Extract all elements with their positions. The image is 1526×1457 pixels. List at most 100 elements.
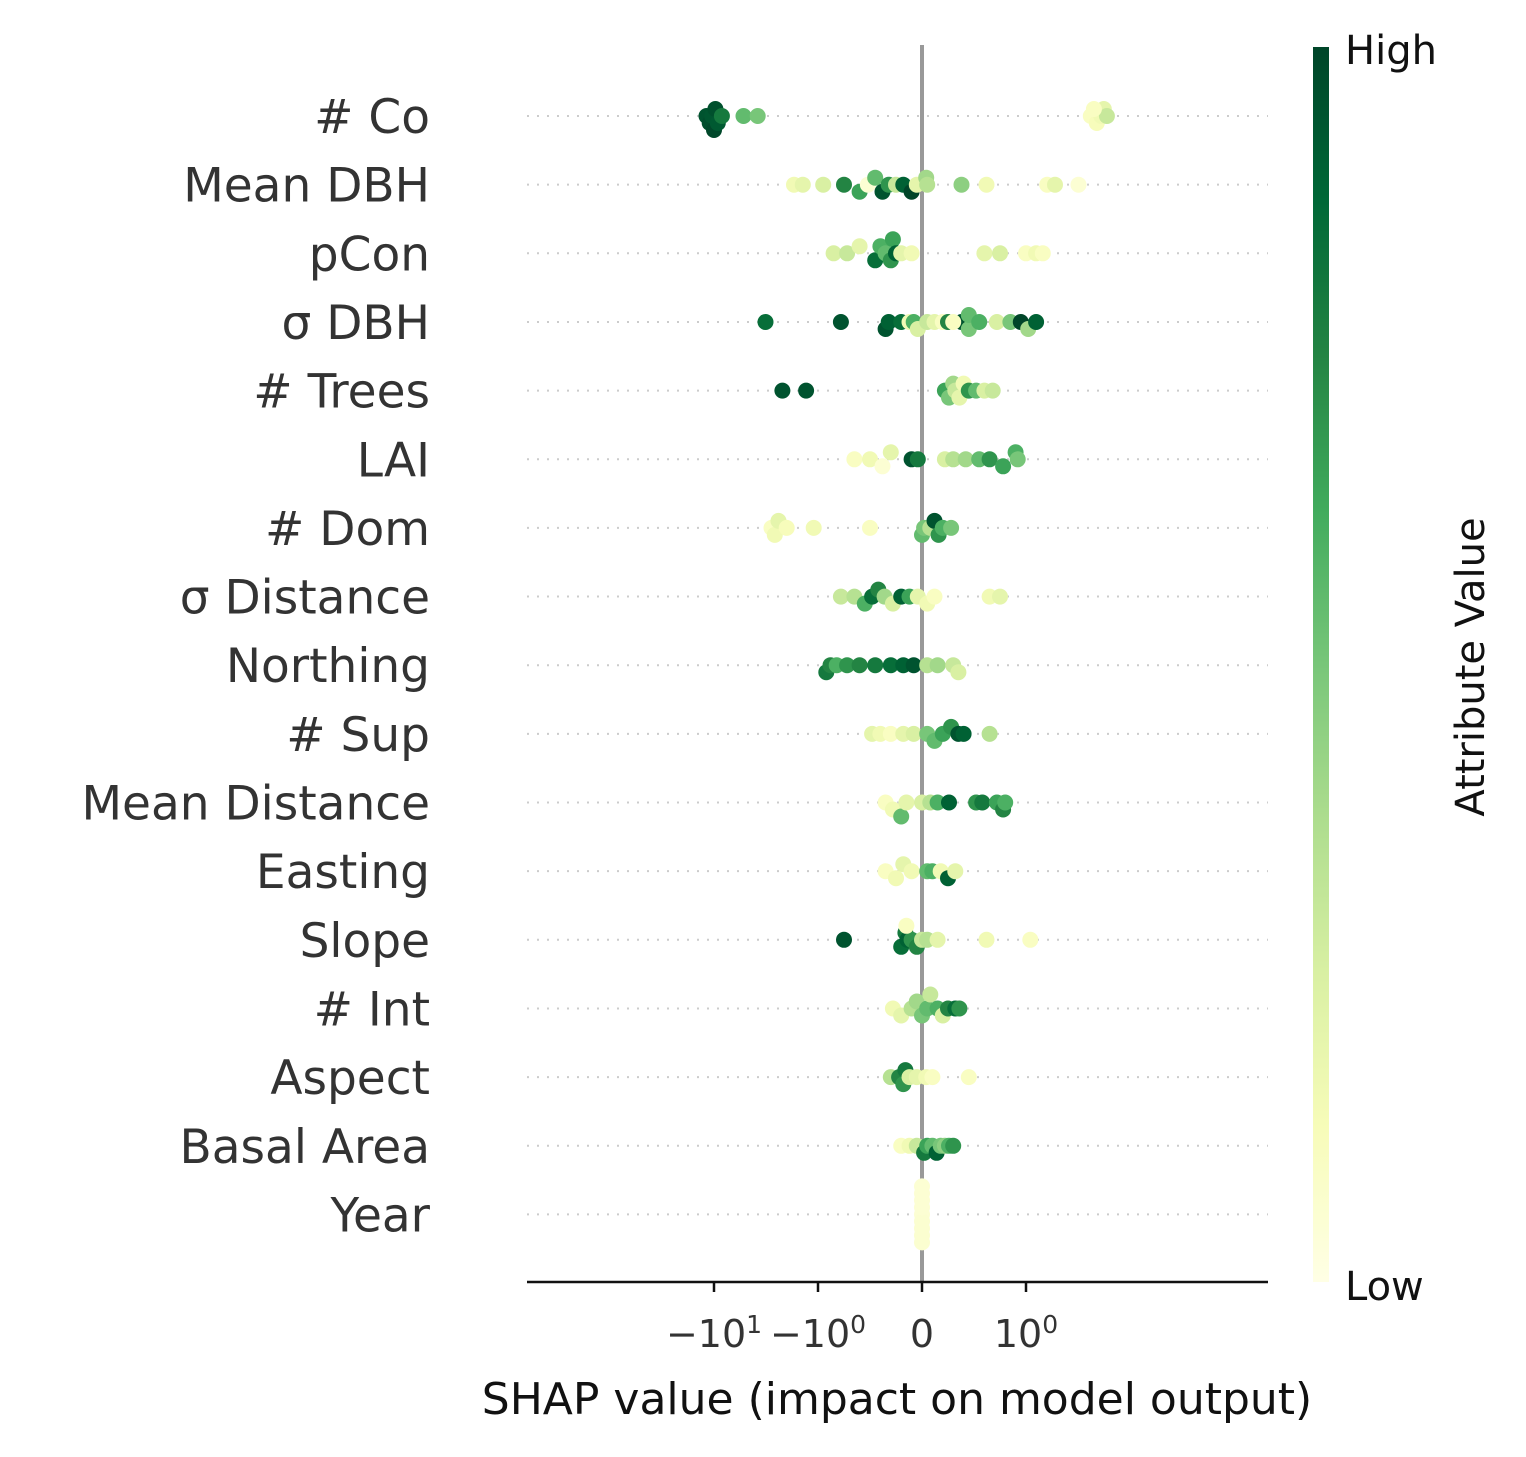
shap-point <box>943 519 960 536</box>
feature-label: Northing <box>226 639 430 694</box>
shap-point <box>976 245 993 262</box>
feature-label: Easting <box>256 845 430 900</box>
shap-point <box>898 794 915 811</box>
shap-point <box>1085 101 1102 117</box>
shap-point <box>903 245 920 262</box>
shap-point <box>749 108 766 124</box>
shap-point <box>951 1000 968 1017</box>
shap-point <box>922 986 939 1003</box>
shap-point <box>929 794 946 811</box>
shap-point <box>862 451 878 468</box>
shap-point <box>867 657 884 674</box>
shap-point <box>945 451 962 468</box>
shap-point <box>905 725 922 742</box>
shap-point <box>957 451 974 468</box>
shap-point <box>914 1234 930 1251</box>
feature-label: Aspect <box>270 1051 430 1106</box>
colorbar-low-label: Low <box>1345 1264 1424 1310</box>
colorbar <box>1313 47 1329 1282</box>
shap-point <box>992 245 1008 262</box>
shap-point <box>794 176 811 193</box>
shap-point <box>914 1178 930 1195</box>
shap-points <box>698 101 1115 1251</box>
x-tick-label: 0 <box>910 1312 934 1356</box>
shap-point <box>713 108 730 124</box>
shap-point <box>882 725 899 742</box>
shap-point <box>839 657 856 674</box>
shap-point <box>903 863 920 880</box>
x-axis-ticks: −101 −100 0 100 <box>666 1282 1058 1356</box>
feature-label: Mean DBH <box>183 159 430 214</box>
feature-label: # Dom <box>265 502 430 557</box>
feature-label: # Trees <box>253 365 430 420</box>
shap-point <box>846 451 863 468</box>
colorbar-title: Attribute Value <box>1448 517 1494 816</box>
feature-label: Slope <box>300 914 430 969</box>
shap-point <box>981 451 998 468</box>
x-tick-label: −101 <box>666 1310 762 1356</box>
shap-point <box>929 931 946 948</box>
shap-point <box>1047 176 1063 193</box>
shap-point <box>874 458 891 475</box>
x-tick-label: −100 <box>770 1310 866 1356</box>
shap-point <box>815 176 832 193</box>
feature-label: # Sup <box>286 708 430 763</box>
shap-point <box>1098 108 1115 124</box>
shap-point <box>974 794 991 811</box>
shap-point <box>984 382 1001 399</box>
shap-point <box>919 176 936 193</box>
feature-label: Basal Area <box>180 1120 431 1175</box>
shap-point <box>774 382 791 399</box>
shap-point <box>924 1069 941 1086</box>
shap-point <box>941 794 957 811</box>
shap-point <box>851 657 868 674</box>
shap-point <box>888 870 904 887</box>
shap-point <box>926 588 943 605</box>
feature-label: # Int <box>314 982 430 1037</box>
shap-point <box>947 863 964 880</box>
shap-point <box>882 444 899 461</box>
shap-point <box>981 725 998 742</box>
shap-point <box>880 314 897 330</box>
shap-point <box>735 108 752 124</box>
shap-point <box>832 314 849 330</box>
shap-point <box>862 519 878 536</box>
shap-point <box>757 314 774 330</box>
shap-point <box>798 382 815 399</box>
shap-point <box>905 657 922 674</box>
shap-point <box>929 657 946 674</box>
feature-label: LAI <box>357 433 430 488</box>
shap-point <box>988 314 1005 330</box>
feature-label: Year <box>329 1188 430 1243</box>
shap-point <box>836 931 852 948</box>
shap-point <box>867 169 884 186</box>
shap-point <box>836 176 852 193</box>
shap-point <box>778 519 795 536</box>
feature-label: σ Distance <box>180 571 430 626</box>
x-tick-label: 100 <box>994 1310 1058 1356</box>
shap-point <box>893 808 910 825</box>
shap-point <box>882 657 899 674</box>
shap-point <box>945 1137 962 1154</box>
shap-point <box>978 931 995 948</box>
feature-label: pCon <box>309 227 430 282</box>
x-axis-title: SHAP value (impact on model output) <box>482 1374 1312 1425</box>
shap-point <box>945 314 962 330</box>
feature-labels: # Co Mean DBH pCon σ DBH # Trees LAI # Dom σ Di… <box>81 90 430 1243</box>
colorbar-high-label: High <box>1345 28 1437 74</box>
shap-point <box>909 451 926 468</box>
shap-point <box>971 314 988 330</box>
shap-point <box>1070 176 1087 193</box>
shap-point <box>1034 245 1051 262</box>
shap-point <box>839 245 856 262</box>
shap-point <box>960 1069 977 1086</box>
shap-point <box>898 917 915 934</box>
shap-point <box>953 176 970 193</box>
shap-point <box>851 238 868 255</box>
shap-point <box>978 176 995 193</box>
shap-point <box>950 664 967 681</box>
shap-point <box>884 231 901 248</box>
shap-point <box>766 526 783 543</box>
shap-point <box>997 794 1014 811</box>
